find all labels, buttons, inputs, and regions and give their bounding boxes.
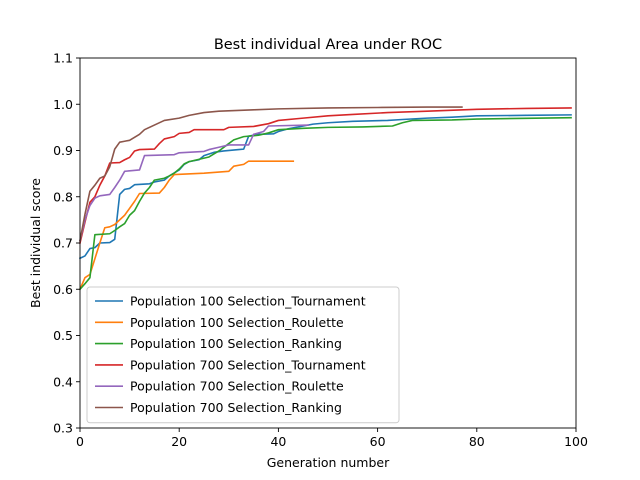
y-tick-label: 0.6: [53, 282, 73, 297]
x-tick-label: 60: [370, 434, 386, 449]
y-tick-label: 1.0: [53, 97, 73, 112]
y-tick-label: 0.8: [53, 189, 73, 204]
y-axis-label: Best individual score: [28, 178, 43, 308]
series-layer: [78, 106, 572, 291]
legend-box: [86, 286, 400, 424]
x-axis: 0 20 40 60 80 100: [76, 428, 588, 449]
series-line-5: [79, 124, 309, 242]
y-axis: 0.3 0.4 0.5 0.6 0.7 0.8 0.9 1.0 1.1: [53, 51, 80, 436]
x-tick-label: 100: [564, 434, 588, 449]
legend-label: Population 100 Selection_Tournament: [130, 294, 366, 309]
legend-label: Population 700 Selection_Roulette: [130, 379, 344, 394]
legend-label: Population 700 Selection_Ranking: [130, 400, 342, 415]
x-tick-label: 20: [171, 434, 187, 449]
y-tick-label: 0.4: [53, 374, 73, 389]
y-tick-label: 0.5: [53, 328, 73, 343]
x-tick-label: 40: [270, 434, 286, 449]
chart-title: Best individual Area under ROC: [214, 37, 442, 53]
series-line-2: [78, 160, 295, 291]
legend-label: Population 700 Selection_Tournament: [130, 357, 366, 372]
legend-label: Population 100 Selection_Roulette: [130, 315, 344, 330]
series-line-6: [79, 106, 463, 242]
x-axis-label: Generation number: [267, 455, 390, 470]
series-line-3: [78, 116, 572, 291]
y-tick-label: 0.9: [53, 143, 73, 158]
x-tick-label: 0: [76, 434, 84, 449]
series-line-1: [78, 114, 572, 260]
y-tick-label: 1.1: [53, 51, 73, 66]
x-tick-label: 80: [469, 434, 485, 449]
legend-label: Population 100 Selection_Ranking: [130, 336, 342, 351]
y-tick-label: 0.7: [53, 236, 73, 251]
y-tick-label: 0.3: [53, 421, 73, 436]
legend: Population 100 Selection_Tournament Popul…: [86, 286, 400, 424]
